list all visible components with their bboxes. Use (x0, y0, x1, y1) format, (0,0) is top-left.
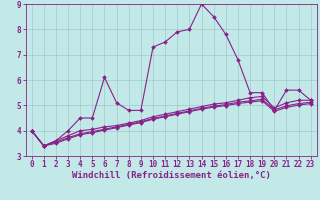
X-axis label: Windchill (Refroidissement éolien,°C): Windchill (Refroidissement éolien,°C) (72, 171, 271, 180)
